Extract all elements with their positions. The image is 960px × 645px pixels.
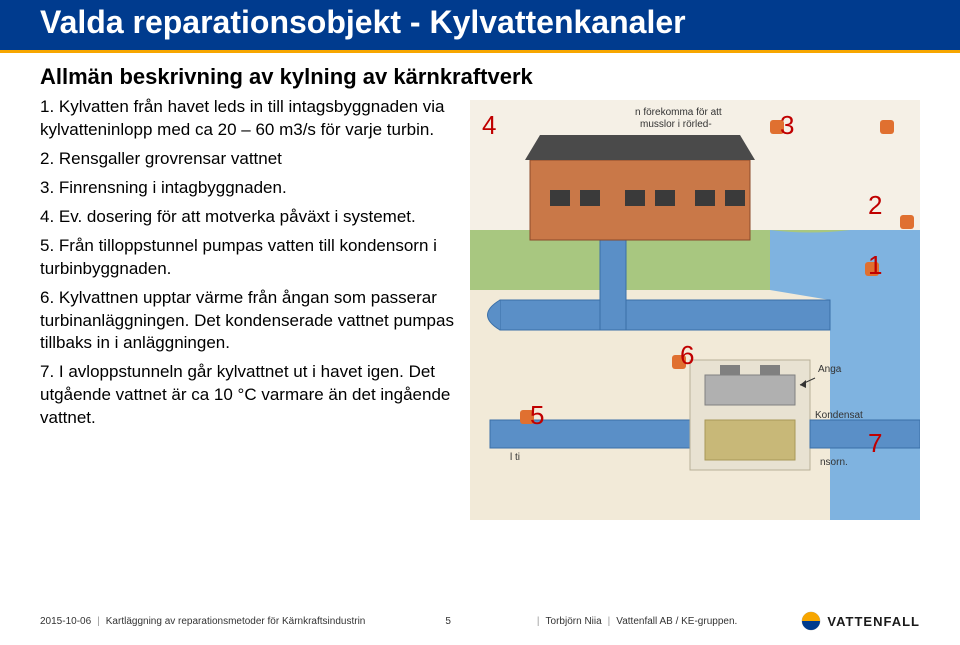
footer-org: Vattenfall AB / KE-gruppen. (616, 616, 737, 627)
footer-date: 2015-10-06 (40, 616, 91, 627)
svg-text:l ti: l ti (510, 452, 520, 463)
topbar-accent (0, 50, 960, 53)
list-item: 5. Från tilloppstunnel pumpas vatten til… (40, 235, 460, 281)
overlay-number-5: 5 (530, 400, 544, 431)
footer-doc: Kartläggning av reparationsmetoder för K… (106, 616, 366, 627)
overlay-number-7: 7 (868, 428, 882, 459)
list-item: 7. I avloppstunneln går kylvattnet ut i … (40, 361, 460, 430)
footer-author: Torbjörn Niia (546, 616, 602, 627)
vattenfall-logo: VATTENFALL (801, 611, 920, 631)
list-item: 6. Kylvattnen upptar värme från ångan so… (40, 287, 460, 356)
svg-text:nsorn.: nsorn. (820, 457, 848, 468)
footer-page: 5 (445, 616, 451, 627)
overlay-number-2: 2 (868, 190, 882, 221)
slide-subtitle: Allmän beskrivning av kylning av kärnkra… (40, 64, 533, 90)
overlay-number-6: 6 (680, 340, 694, 371)
list-item: 2. Rensgaller grovrensar vattnet (40, 148, 460, 171)
caption-2: musslor i rörled- (640, 119, 712, 130)
list-item: 4. Ev. dosering för att motverka påväxt … (40, 206, 460, 229)
slide-title: Valda reparationsobjekt - Kylvattenkanal… (40, 4, 686, 41)
footer: 2015-10-06 | Kartläggning av reparations… (40, 609, 920, 633)
overlay-number-1: 1 (868, 250, 882, 281)
logo-icon (801, 611, 821, 631)
caption-1: n förekomma för att (635, 107, 722, 118)
footer-sep: | (537, 616, 540, 627)
list-item: 1. Kylvatten från havet leds in till int… (40, 96, 460, 142)
list-item: 3. Finrensning i intagbyggnaden. (40, 177, 460, 200)
footer-sep: | (608, 616, 611, 627)
slide: Valda reparationsobjekt - Kylvattenkanal… (0, 0, 960, 645)
footer-sep: | (97, 616, 100, 627)
svg-text:Kondensat: Kondensat (815, 410, 863, 421)
diagram-svg: n förekomma för att musslor i rörled- An… (470, 100, 920, 520)
overlay-number-4: 4 (482, 110, 496, 141)
cooling-diagram: n förekomma för att musslor i rörled- An… (470, 100, 920, 520)
svg-text:Anga: Anga (818, 364, 842, 375)
overlay-number-3: 3 (780, 110, 794, 141)
logo-text: VATTENFALL (827, 614, 920, 629)
body-list: 1. Kylvatten från havet leds in till int… (40, 96, 460, 436)
